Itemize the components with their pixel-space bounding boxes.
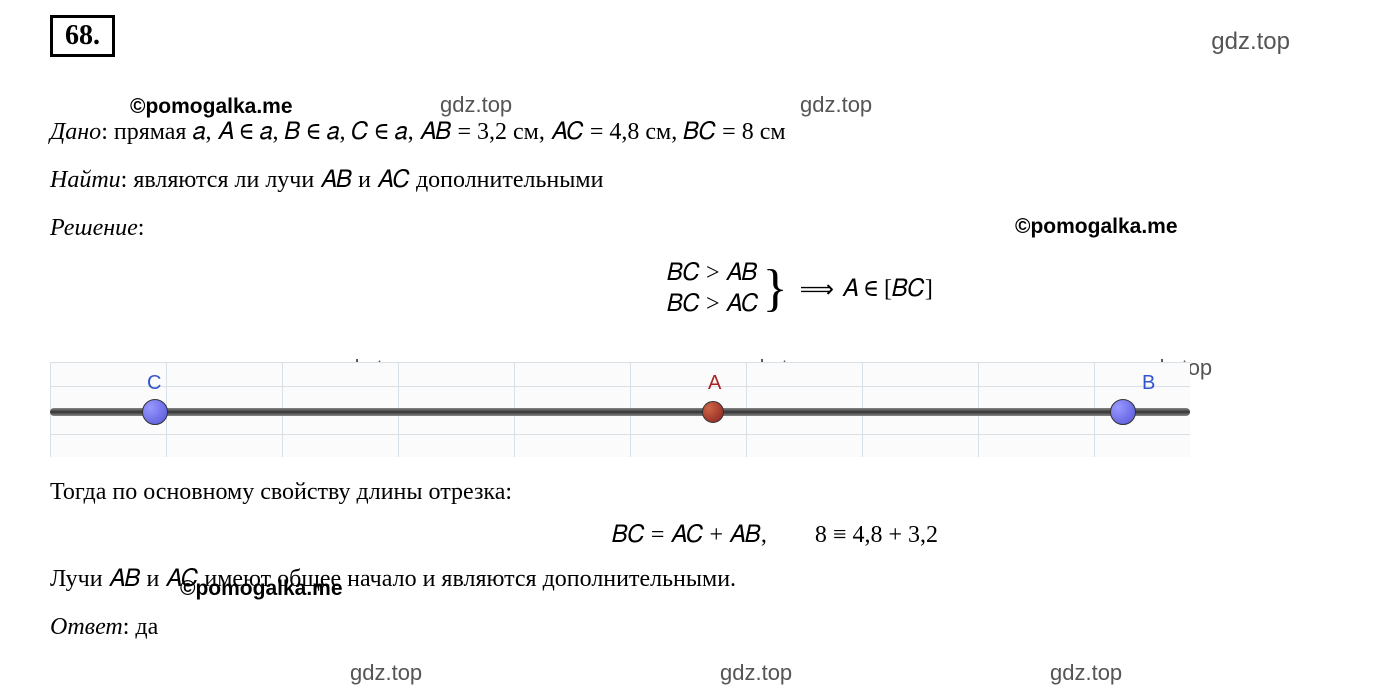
brace-result: 𝐴 ∈ [𝐵𝐶] bbox=[842, 276, 933, 303]
brace-line-2: 𝐵𝐶 > 𝐴𝐶 bbox=[667, 289, 759, 320]
label-c: C bbox=[147, 372, 161, 395]
label-a: A bbox=[708, 372, 721, 395]
watermark-pomogalka-1: ©pomogalka.me bbox=[130, 95, 293, 119]
naiti-label: Найти bbox=[50, 167, 121, 193]
label-b: B bbox=[1142, 372, 1155, 395]
problem-number-box: 68. bbox=[50, 15, 115, 57]
reshenie-label: Решение bbox=[50, 215, 138, 241]
watermark-gdz-1: gdz.top bbox=[440, 92, 512, 118]
equation-line: 𝐵𝐶 = 𝐴𝐶 + 𝐴𝐵, 8 ≡ 4,8 + 3,2 bbox=[200, 522, 1350, 549]
watermark-pomogalka-2: ©pomogalka.me bbox=[1015, 215, 1178, 239]
otvet-text: : да bbox=[123, 614, 159, 640]
watermark-gdz-top-right: gdz.top bbox=[1211, 28, 1290, 56]
watermark-gdz-8: gdz.top bbox=[1050, 660, 1122, 686]
watermark-gdz-2: gdz.top bbox=[800, 92, 872, 118]
problem-number: 68 bbox=[65, 20, 93, 51]
number-line bbox=[50, 408, 1190, 416]
dano-label: Дано bbox=[50, 119, 101, 145]
dano-text: : прямая 𝑎, 𝐴 ∈ 𝑎, 𝐵 ∈ 𝑎, 𝐶 ∈ 𝑎, 𝐴𝐵 = 3,… bbox=[101, 119, 785, 145]
brace-implication: 𝐵𝐶 > 𝐴𝐵 𝐵𝐶 > 𝐴𝐶 } ⟹ 𝐴 ∈ [𝐵𝐶] bbox=[250, 258, 1350, 320]
naiti-line: Найти: являются ли лучи 𝐴𝐵 и 𝐴𝐶 дополнит… bbox=[50, 162, 1350, 198]
dano-line: Дано: прямая 𝑎, 𝐴 ∈ 𝑎, 𝐵 ∈ 𝑎, 𝐶 ∈ 𝑎, 𝐴𝐵 … bbox=[50, 114, 1350, 150]
naiti-text: : являются ли лучи 𝐴𝐵 и 𝐴𝐶 дополнительны… bbox=[121, 167, 604, 193]
arrow-implies: ⟹ bbox=[800, 275, 834, 304]
otvet-line: Ответ: да bbox=[50, 609, 1350, 645]
number-line-diagram: C A B bbox=[50, 332, 1200, 462]
otvet-label: Ответ bbox=[50, 614, 123, 640]
brace-char: } bbox=[763, 268, 788, 310]
watermark-pomogalka-3: ©pomogalka.me bbox=[180, 577, 343, 601]
watermark-gdz-7: gdz.top bbox=[720, 660, 792, 686]
text-after-diagram: Тогда по основному свойству длины отрезк… bbox=[50, 474, 1350, 510]
watermark-gdz-6: gdz.top bbox=[350, 660, 422, 686]
reshenie-colon: : bbox=[138, 215, 145, 241]
brace-line-1: 𝐵𝐶 > 𝐴𝐵 bbox=[667, 258, 757, 289]
